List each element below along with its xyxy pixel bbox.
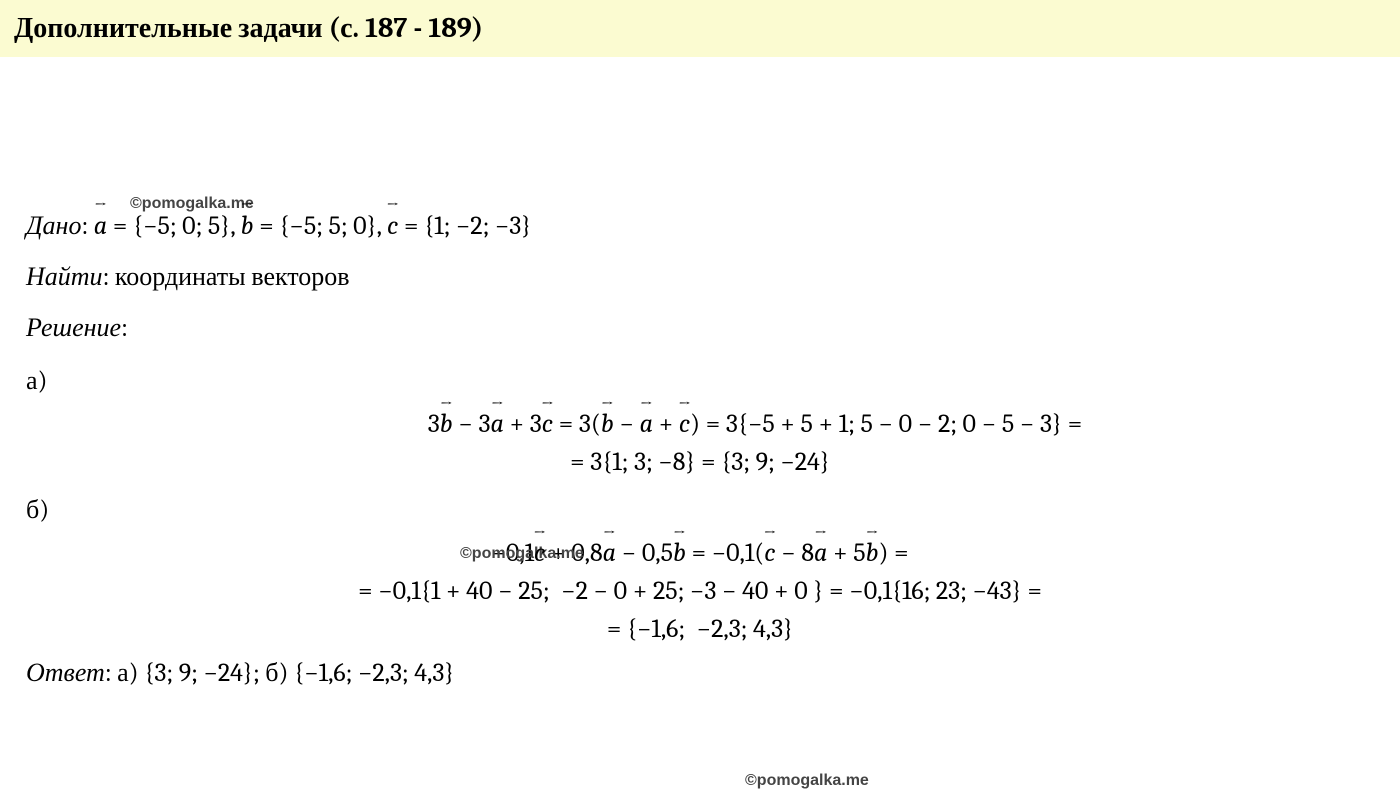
solution-colon: : bbox=[121, 313, 128, 343]
part-b-line3: = {−1,6; −2,3; 4,3} bbox=[26, 614, 1374, 644]
solution-label: Решение bbox=[26, 313, 121, 343]
vector-a: a bbox=[94, 207, 107, 246]
part-a-line2: = 3{1; 3; −8} = {3; 9; −24} bbox=[26, 447, 1374, 477]
watermark: ©pomogalka.me bbox=[745, 772, 869, 790]
answer-text: : а) {3; 9; −24}; б) {−1,6; −2,3; 4,3} bbox=[105, 658, 455, 688]
given-colon: : bbox=[81, 211, 93, 241]
solution-line: Решение: bbox=[26, 309, 1374, 348]
part-b-label: б) bbox=[26, 491, 1374, 530]
header-band: Дополнительные задачи (с. 187 - 189) bbox=[0, 0, 1400, 57]
find-line: Найти: координаты векторов bbox=[26, 258, 1374, 297]
part-a-line1: 3b − 3a + 3c = 3(b − a + c) = 3{−5 + 5 +… bbox=[26, 409, 1374, 439]
vector-b: b bbox=[241, 207, 254, 246]
problem-content: Дано: a = {−5; 0; 5}, b = {−5; 5; 0}, c … bbox=[0, 207, 1400, 693]
given-label: Дано bbox=[26, 211, 81, 241]
part-b-line1: −0,1c + 0,8a − 0,5b = −0,1(c − 8a + 5b) … bbox=[26, 538, 1374, 568]
find-text: : координаты векторов bbox=[103, 262, 350, 292]
part-b-line2: = −0,1{1 + 40 − 25; −2 − 0 + 25; −3 − 40… bbox=[26, 576, 1374, 606]
answer-line: Ответ: а) {3; 9; −24}; б) {−1,6; −2,3; 4… bbox=[26, 654, 1374, 693]
answer-label: Ответ bbox=[26, 658, 105, 688]
find-label: Найти bbox=[26, 262, 103, 292]
vector-c: c bbox=[387, 207, 398, 246]
part-a-label: а) bbox=[26, 362, 1374, 401]
page-title: Дополнительные задачи (с. 187 - 189) bbox=[14, 12, 1386, 45]
given-line: Дано: a = {−5; 0; 5}, b = {−5; 5; 0}, c … bbox=[26, 207, 1374, 246]
